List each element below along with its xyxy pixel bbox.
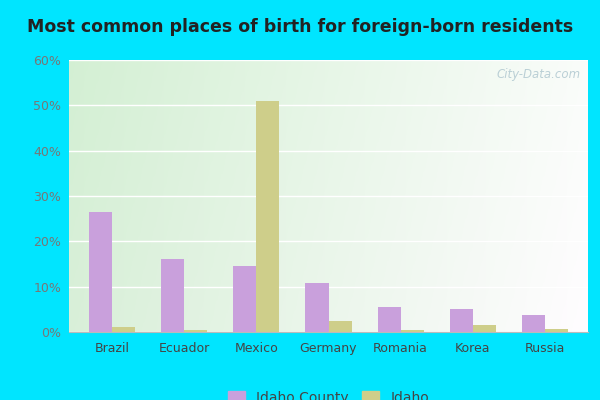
- Bar: [184, 330, 208, 332]
- Bar: [161, 260, 184, 332]
- Bar: [305, 283, 329, 332]
- Bar: [256, 101, 280, 332]
- Bar: [449, 309, 473, 332]
- Bar: [89, 212, 112, 332]
- Bar: [545, 329, 568, 332]
- Text: City-Data.com: City-Data.com: [496, 68, 580, 81]
- Bar: [473, 325, 496, 332]
- Bar: [377, 307, 401, 332]
- Bar: [521, 315, 545, 332]
- Bar: [112, 328, 136, 332]
- Legend: Idaho County, Idaho: Idaho County, Idaho: [221, 384, 436, 400]
- Bar: [329, 321, 352, 332]
- Text: Most common places of birth for foreign-born residents: Most common places of birth for foreign-…: [27, 18, 573, 36]
- Bar: [233, 266, 256, 332]
- Bar: [401, 330, 424, 332]
